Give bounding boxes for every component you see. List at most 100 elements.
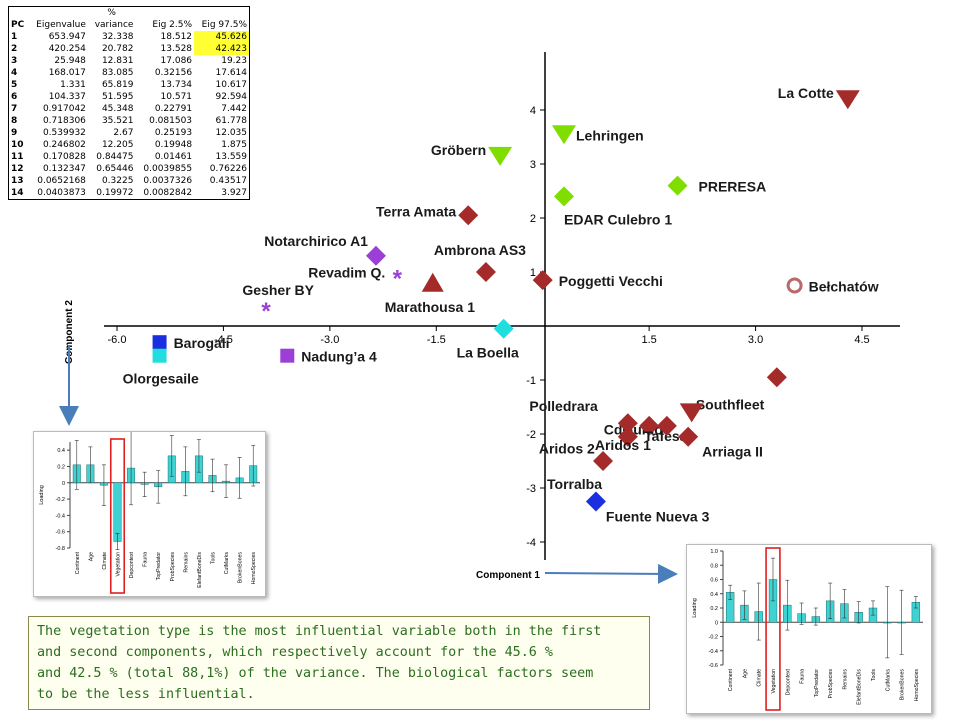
table-cell: 0.01461	[154, 152, 193, 162]
bar-category-label: Depcontext	[785, 668, 791, 695]
table-row: 2 420.254 20.782 13.528 42.423	[9, 43, 249, 55]
bar-y-axis-label: Loading	[39, 485, 45, 505]
bar-category-label: TopPredator	[156, 552, 162, 581]
point-southfleet	[766, 367, 787, 388]
bar-y-tick-label: 0.2	[57, 464, 65, 470]
point-poggetti-vecchi	[532, 270, 553, 291]
y-tick-label: -4	[526, 537, 536, 549]
bar-category-label: Fauna	[800, 669, 806, 684]
table-cell: 10.571	[160, 92, 193, 102]
table-row: 3 25.948 12.831 17.086 19.23	[9, 55, 249, 67]
table-cell: 0.65446	[96, 164, 134, 174]
bar-category-label: Remains	[842, 669, 848, 690]
bar-y-tick-label: 0	[62, 481, 65, 487]
eigenvalue-table: % PC Eigenvalue variance Eig 2.5% Eig 97.5% …	[8, 6, 250, 200]
table-header-top: %	[107, 8, 116, 18]
point-edar-culebro-1	[554, 186, 574, 207]
table-cell: 5	[11, 80, 18, 90]
table-cell: 45.626	[194, 31, 249, 43]
point-barogali	[152, 335, 167, 350]
caption-box: The vegetation type is the most influent…	[28, 616, 650, 710]
bar-y-tick-label: -0.4	[709, 649, 718, 655]
bar-y-tick-label: 0.4	[710, 592, 718, 598]
point-notarchirico-a1	[365, 245, 386, 266]
table-cell: 0.170828	[42, 152, 86, 162]
point-label: Bełchatów	[809, 279, 879, 295]
point-label: Olorgesaile	[123, 371, 199, 387]
table-cell: 3	[11, 56, 18, 66]
table-row: 10 0.246802 12.205 0.19948 1.875	[9, 139, 249, 151]
table-cell: 19.23	[221, 56, 247, 66]
bar-category-label: HomoSpecies	[251, 552, 257, 585]
x-tick-label: 4.5	[854, 334, 869, 346]
bar-category-label: Climate	[102, 552, 108, 570]
table-cell: 0.19948	[154, 140, 193, 150]
table-cell: 1	[11, 32, 18, 42]
caption-line-3: and 42.5 % (total 88,1%) of the variance…	[37, 666, 594, 681]
point-be-chat-w	[786, 277, 803, 294]
bar-y-tick-label: -0.6	[709, 663, 718, 669]
bar-y-axis-label: Loading	[692, 598, 698, 618]
table-cell: 65.819	[101, 80, 134, 90]
table-column-header: Eigenvalue	[36, 20, 86, 30]
table-cell: 42.423	[194, 43, 249, 55]
point-torralba	[593, 451, 614, 471]
table-cell: 13.528	[160, 44, 193, 54]
point-gesher-by: *	[261, 298, 271, 325]
point-terra-amata	[458, 205, 479, 226]
table-cell: 35.521	[101, 116, 134, 126]
table-column-header: Eig 97.5%	[201, 20, 247, 30]
y-tick-label: -2	[526, 429, 536, 441]
x-axis-label: Component 1	[476, 570, 540, 581]
point-label: EDAR Culebro 1	[564, 211, 672, 227]
bar-y-tick-label: -0.4	[56, 513, 65, 519]
point-label: Gröbern	[431, 142, 486, 158]
point-nadung-a-4	[280, 348, 295, 363]
bar-category-label: Fauna	[143, 552, 149, 567]
table-cell: 18.512	[160, 32, 193, 42]
table-row: 8 0.718306 35.521 0.081503 61.778	[9, 115, 249, 127]
point-revadim-q: *	[393, 265, 403, 292]
table-cell: 12.831	[101, 56, 134, 66]
table-cell: 0.3225	[101, 176, 134, 186]
bar-y-tick-label: 0.2	[710, 606, 718, 612]
bar-category-label: Vegetation	[771, 669, 777, 694]
bar-category-label: ProbSpecies	[828, 669, 834, 699]
point-polledrara	[617, 413, 638, 434]
bar-y-tick-label: -0.2	[56, 497, 65, 503]
table-cell: 11	[11, 152, 24, 162]
point-label: Lehringen	[576, 127, 644, 143]
svg-text:*: *	[393, 265, 403, 292]
table-cell: 2.67	[113, 128, 134, 138]
table-row: 14 0.0403873 0.19972 0.0082842 3.927	[9, 187, 249, 199]
point-aridos-1	[656, 415, 677, 436]
bar-y-tick-label: -0.6	[56, 530, 65, 536]
bar-category-label: TopPredator	[814, 669, 820, 698]
bar-y-tick-label: -0.2	[709, 635, 718, 641]
point-label: Ambrona AS3	[434, 242, 526, 258]
arrow-to-component1-chart	[544, 563, 678, 584]
point-label: Southfleet	[696, 396, 765, 412]
bar-category-label: Remains	[183, 552, 189, 573]
table-cell: 7.442	[221, 104, 247, 114]
table-row: 9 0.539932 2.67 0.25193 12.035	[9, 127, 249, 139]
table-cell: 7	[11, 104, 18, 114]
y-tick-label: -3	[526, 483, 536, 495]
table-cell: 0.19972	[96, 188, 134, 198]
table-cell: 12	[11, 164, 24, 174]
table-cell: 17.086	[160, 56, 193, 66]
table-cell: 10	[11, 140, 24, 150]
point-arriaga-ii	[678, 426, 699, 447]
table-cell: 25.948	[54, 56, 86, 66]
table-cell: 1.875	[221, 140, 247, 150]
x-tick-label: 1.5	[641, 334, 656, 346]
point-label: Tafesa	[644, 428, 688, 444]
point-label: Revadim Q.	[308, 264, 385, 280]
highlight-box	[765, 547, 781, 711]
bar-category-label: Tools	[871, 669, 877, 682]
table-cell: 83.085	[101, 68, 134, 78]
table-row: 13 0.0652168 0.3225 0.0037326 0.43517	[9, 175, 249, 187]
table-cell: 0.32156	[154, 68, 193, 78]
caption-line-4: to be the less influential.	[37, 687, 255, 702]
